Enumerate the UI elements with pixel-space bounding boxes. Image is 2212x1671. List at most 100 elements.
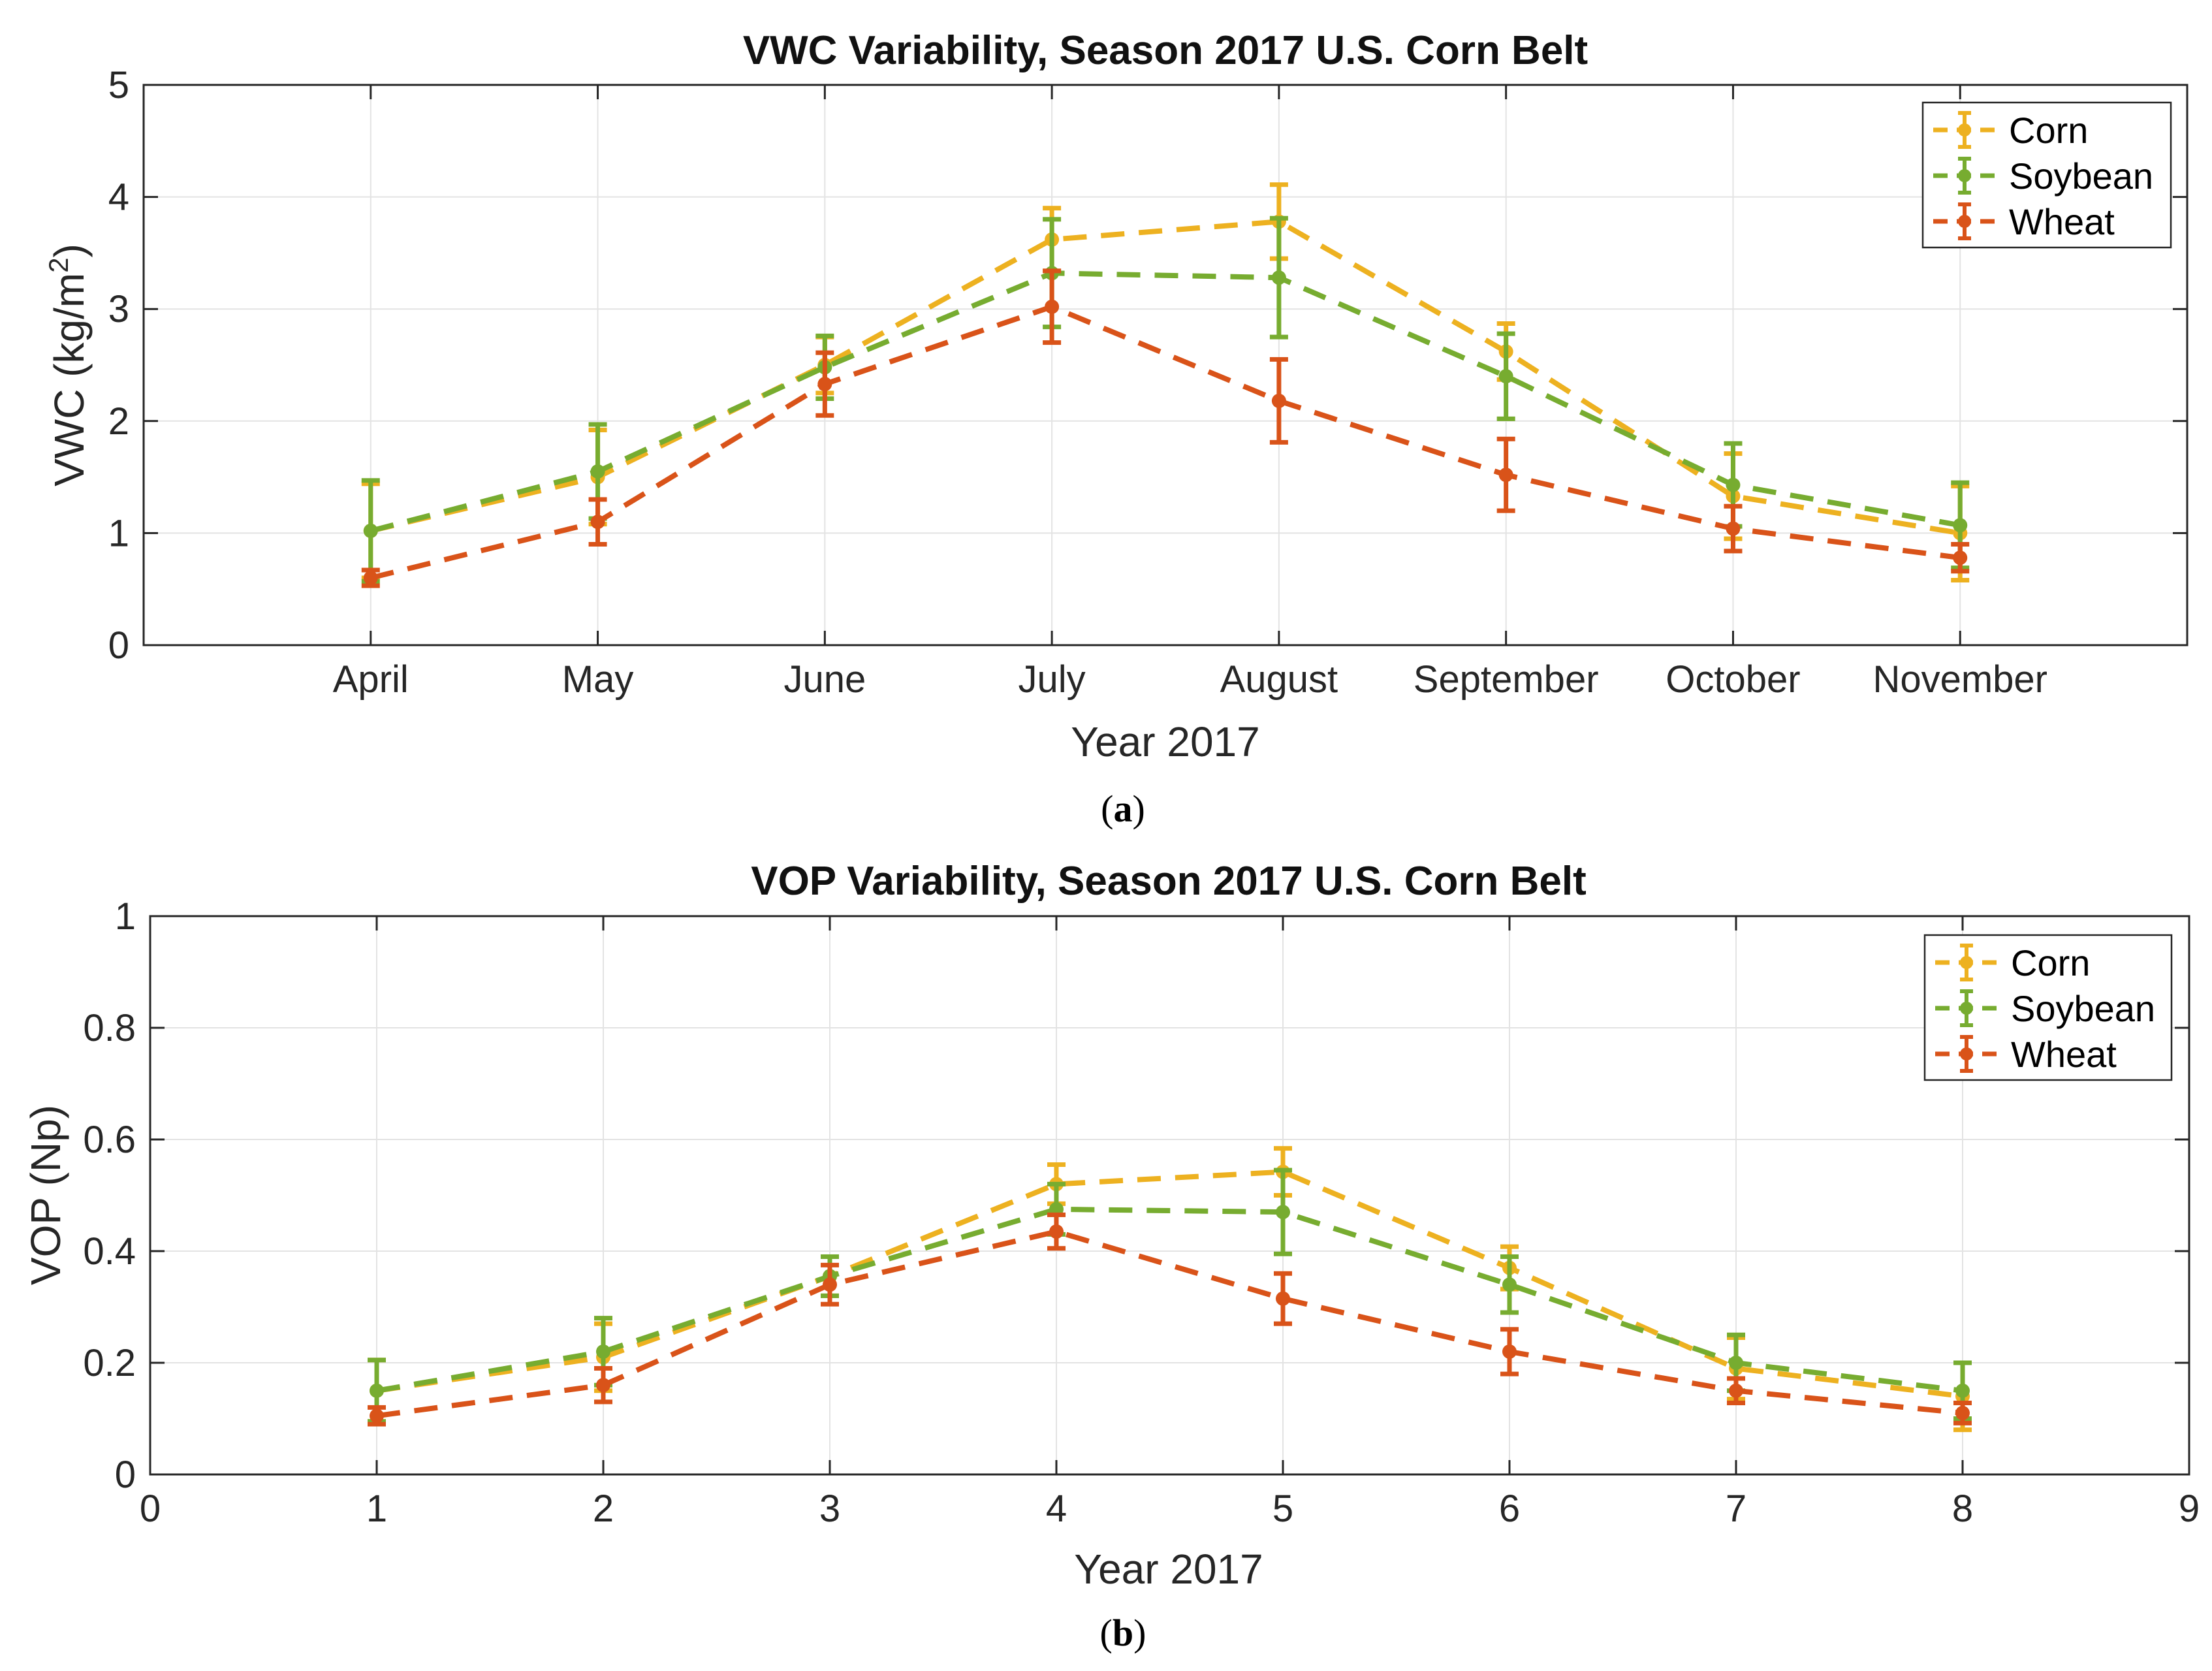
panel-b-x-tick-label-2: 2 xyxy=(593,1488,614,1530)
panel-a-soybean-point-7 xyxy=(1953,518,1968,533)
panel-a-y-tick-label-1: 1 xyxy=(108,512,129,554)
panel-b-x-tick-label-8: 8 xyxy=(1952,1488,1973,1530)
panel-a-wheat-line xyxy=(370,304,1961,581)
panel-b-x-tick-label-7: 7 xyxy=(1726,1488,1746,1530)
panel-a-series-wheat xyxy=(361,268,1970,588)
panel-a-wheat-point-0 xyxy=(363,571,378,586)
panel-b-wheat-point-6 xyxy=(1729,1383,1743,1398)
panel-b-soybean-point-1 xyxy=(596,1344,610,1359)
panel-b-legend-entry-soybean: Soybean xyxy=(1935,988,2155,1029)
panel-a-x-tick-label-1: May xyxy=(562,658,634,701)
panel-b-series xyxy=(368,1146,1972,1433)
panel-a-corn-line xyxy=(370,219,1961,536)
panel-b-y-tick-label-5: 1 xyxy=(115,895,136,938)
panel-a-legend-entry-soybean: Soybean xyxy=(1933,155,2153,197)
panel-a-wheat-point-1 xyxy=(590,515,605,530)
panel-b-wheat-point-0 xyxy=(370,1408,384,1424)
panel-b-legend: Corn Soybean Wheat xyxy=(1923,934,2173,1081)
panel-a-caption: (a) xyxy=(1101,788,1145,830)
panel-b-wheat-line xyxy=(376,1229,1963,1419)
panel-a-soybean-line xyxy=(370,270,1961,533)
panel-b-title: VOP Variability, Season 2017 U.S. Corn B… xyxy=(751,859,1587,904)
panel-b-wheat-point-1 xyxy=(596,1378,610,1393)
panel-a-soybean-point-6 xyxy=(1726,477,1741,492)
panel-a-y-tick-label-5: 5 xyxy=(108,64,129,106)
panel-a-ticks: April May June July August September October No… xyxy=(108,64,2187,701)
panel-b-y-tick-label-2: 0.4 xyxy=(83,1230,136,1273)
panel-b-ticks: 0 1 2 3 4 5 6 7 8 9 0 0.2 0.4 0.6 0.8 1 xyxy=(83,895,2200,1530)
panel-b-legend-entry-wheat: Wheat xyxy=(1935,1034,2117,1075)
panel-a-y-axis-label-main: VWC (kg/m xyxy=(46,273,93,486)
panel-a-soybean-point-1 xyxy=(590,464,605,479)
panel-b-legend-soybean-marker xyxy=(1960,1002,1973,1015)
panel-b-soybean-point-7 xyxy=(1955,1383,1970,1398)
panel-b: 0 1 2 3 4 5 6 7 8 9 0 0.2 0.4 0.6 0.8 1 VOP Variability… xyxy=(22,859,2200,1654)
panel-b-series-wheat xyxy=(368,1212,1972,1427)
panel-b-plot-area xyxy=(150,916,2189,1474)
panel-b-legend-soybean-label: Soybean xyxy=(2011,988,2155,1029)
panel-b-legend-corn-label: Corn xyxy=(2011,942,2090,983)
panel-a-y-tick-label-4: 4 xyxy=(108,176,129,219)
panel-a-x-axis-label: Year 2017 xyxy=(1071,718,1259,765)
panel-b-x-tick-label-5: 5 xyxy=(1272,1488,1293,1530)
panel-a-wheat-point-4 xyxy=(1271,393,1286,408)
panel-b-soybean-point-0 xyxy=(370,1383,384,1398)
panel-a-title: VWC Variability, Season 2017 U.S. Corn B… xyxy=(743,28,1588,73)
panel-b-y-axis-label: VOP (Np) xyxy=(22,1105,69,1285)
panel-a-legend-entry-wheat: Wheat xyxy=(1933,201,2115,242)
panel-a-x-tick-label-0: April xyxy=(333,658,409,701)
panel-a-x-tick-label-5: September xyxy=(1414,658,1599,701)
panel-b-wheat-point-2 xyxy=(823,1277,837,1292)
panel-a-y-axis-label-sup: 2 xyxy=(43,257,74,272)
panel-a-legend-corn-label: Corn xyxy=(2009,110,2088,151)
panel-b-caption: (b) xyxy=(1100,1612,1146,1654)
panel-b-wheat-point-5 xyxy=(1502,1344,1517,1359)
panel-b-x-tick-label-1: 1 xyxy=(366,1488,387,1530)
panel-a-legend-soybean-marker xyxy=(1958,169,1971,182)
panel-a-y-axis-label-close: ) xyxy=(46,244,93,257)
panel-b-soybean-line xyxy=(376,1206,1963,1393)
panel-b-legend-corn-marker xyxy=(1960,956,1973,969)
panel-a-x-tick-label-4: August xyxy=(1220,658,1338,701)
panel-a-wheat-point-3 xyxy=(1045,299,1060,314)
panel-b-x-axis-label: Year 2017 xyxy=(1074,1546,1263,1593)
panel-a-soybean-point-4 xyxy=(1271,270,1286,285)
panel-b-soybean-point-6 xyxy=(1729,1356,1743,1370)
panel-a-legend-soybean-label: Soybean xyxy=(2009,155,2153,197)
panel-a-wheat-point-7 xyxy=(1953,550,1968,565)
panel-b-y-tick-label-4: 0.8 xyxy=(83,1007,136,1049)
panel-b-x-tick-label-0: 0 xyxy=(140,1488,161,1530)
panel-b-legend-wheat-marker xyxy=(1960,1047,1973,1060)
panel-a-y-tick-label-3: 3 xyxy=(108,288,129,330)
panel-a-y-axis-label: VWC (kg/m2) xyxy=(43,244,93,486)
panel-a-caption-letter: a xyxy=(1114,788,1133,830)
panel-b-x-tick-label-4: 4 xyxy=(1046,1488,1067,1530)
panel-a-soybean-point-0 xyxy=(363,523,378,538)
panel-b-y-tick-label-3: 0.6 xyxy=(83,1119,136,1161)
panel-a-wheat-point-5 xyxy=(1498,468,1513,483)
panel-a-legend-wheat-label: Wheat xyxy=(2009,201,2115,242)
panel-b-soybean-point-4 xyxy=(1276,1205,1290,1220)
panel-b-y-tick-label-1: 0.2 xyxy=(83,1342,136,1384)
panel-b-legend-entry-corn: Corn xyxy=(1935,942,2090,983)
panel-a-x-tick-label-3: July xyxy=(1019,658,1086,701)
panel-a-x-tick-label-6: October xyxy=(1666,658,1800,701)
panel-b-y-tick-label-0: 0 xyxy=(115,1454,136,1496)
panel-a-series xyxy=(361,182,1970,588)
panel-a-wheat-point-2 xyxy=(817,377,832,392)
panel-a-legend-entry-corn: Corn xyxy=(1933,110,2088,151)
panel-a-wheat-point-6 xyxy=(1726,521,1741,536)
panel-a-y-tick-label-2: 2 xyxy=(108,400,129,443)
panel-b-wheat-point-4 xyxy=(1276,1291,1290,1306)
panel-b-x-tick-label-6: 6 xyxy=(1499,1488,1520,1530)
panel-a-x-tick-label-7: November xyxy=(1872,658,2047,701)
panel-a-plot-area xyxy=(144,85,2187,645)
panel-a-soybean-point-5 xyxy=(1498,369,1513,384)
panel-a-legend-wheat-marker xyxy=(1958,215,1971,228)
panel-a-legend-corn-marker xyxy=(1958,123,1971,136)
panel-a-x-tick-label-2: June xyxy=(783,658,866,701)
panel-b-soybean-point-5 xyxy=(1502,1277,1517,1292)
panel-b-x-tick-label-9: 9 xyxy=(2179,1488,2200,1530)
